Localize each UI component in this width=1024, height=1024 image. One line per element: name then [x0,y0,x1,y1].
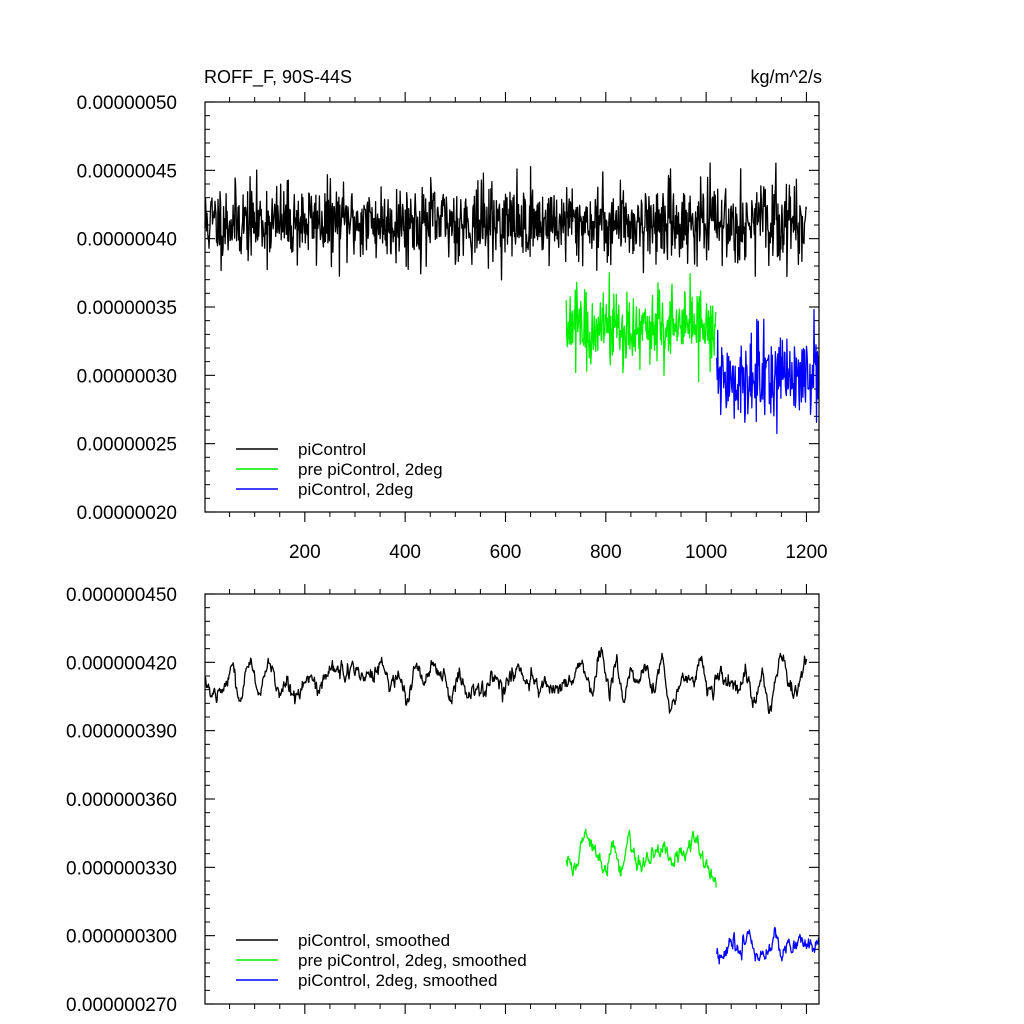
top-y-tick-label: 0.00000020 [77,503,177,524]
bottom-series-line-0 [204,646,808,715]
bottom-y-tick-label: 0.000000330 [66,858,177,879]
bottom-y-tick-label: 0.000000360 [66,790,177,811]
top-x-tick-label: 1200 [785,542,827,563]
top-y-tick-label: 0.00000045 [77,161,177,182]
top-series-line-1 [565,272,717,383]
bottom-y-tick-label: 0.000000270 [66,995,177,1016]
top-legend-label: piControl [298,440,366,459]
bottom-legend-label: piControl, 2deg, smoothed [298,971,497,990]
top-x-tick-label: 200 [289,542,321,563]
bottom-legend-label: piControl, smoothed [298,931,450,950]
top-x-tick-label: 800 [590,542,622,563]
bottom-panel-frame [204,593,820,1005]
bottom-y-tick-label: 0.000000300 [66,927,177,948]
top-legend-label: pre piControl, 2deg [298,460,443,479]
top-y-tick-label: 0.00000025 [77,435,177,456]
bottom-series-line-1 [565,828,717,888]
top-x-tick-label: 600 [490,542,522,563]
top-panel-series [204,162,820,435]
bottom-legend-label: pre piControl, 2deg, smoothed [298,951,527,970]
top-panel-units: kg/m^2/s [751,67,822,87]
bottom-y-tick-label: 0.000000450 [66,585,177,606]
top-x-tick-label: 1000 [685,542,727,563]
bottom-y-tick-label: 0.000000390 [66,722,177,743]
bottom-y-tick-label: 0.000000420 [66,653,177,674]
top-y-tick-label: 0.00000040 [77,230,177,251]
top-y-tick-label: 0.00000030 [77,366,177,387]
bottom-panel-series [204,646,820,965]
top-legend-label: piControl, 2deg [298,480,413,499]
top-panel-ticks: 0.00000020 0.00000025 0.00000030 0.00000035… [77,92,828,563]
bottom-panel: 0.000000270 0.000000300 0.000000330 0.00000… [66,584,820,1016]
top-panel-frame [204,101,820,513]
top-y-tick-label: 0.00000050 [77,93,177,114]
top-panel: ROFF_F, 90S-44S kg/m^2/s 0.000000200.000… [77,67,828,563]
top-x-tick-label: 400 [389,542,421,563]
bottom-series-line-2 [716,926,820,965]
bottom-panel-ticks: 0.000000270 0.000000300 0.000000330 0.00000… [66,584,819,1016]
top-panel-title: ROFF_F, 90S-44S [204,67,352,88]
top-series-line-0 [204,162,808,281]
top-y-tick-label: 0.00000035 [77,298,177,319]
top-series-line-2 [716,308,820,435]
